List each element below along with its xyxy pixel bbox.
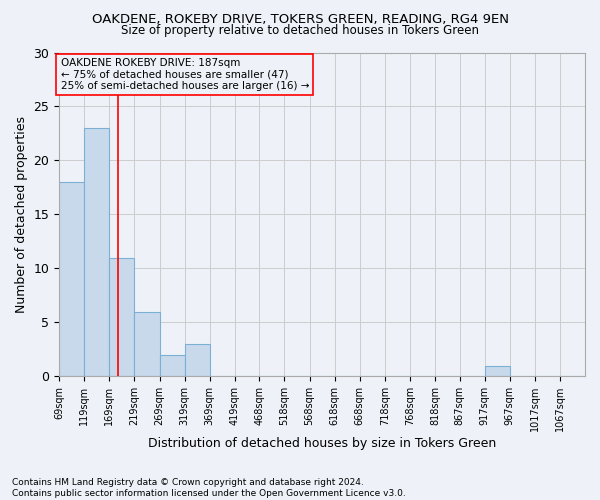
Bar — [84, 128, 109, 376]
Text: OAKDENE ROKEBY DRIVE: 187sqm
← 75% of detached houses are smaller (47)
25% of se: OAKDENE ROKEBY DRIVE: 187sqm ← 75% of de… — [61, 58, 309, 91]
Bar — [134, 312, 160, 376]
Bar — [109, 258, 134, 376]
X-axis label: Distribution of detached houses by size in Tokers Green: Distribution of detached houses by size … — [148, 437, 496, 450]
Bar — [59, 182, 84, 376]
Bar — [185, 344, 209, 376]
Bar — [160, 355, 185, 376]
Y-axis label: Number of detached properties: Number of detached properties — [15, 116, 28, 313]
Text: OAKDENE, ROKEBY DRIVE, TOKERS GREEN, READING, RG4 9EN: OAKDENE, ROKEBY DRIVE, TOKERS GREEN, REA… — [91, 12, 509, 26]
Text: Contains HM Land Registry data © Crown copyright and database right 2024.
Contai: Contains HM Land Registry data © Crown c… — [12, 478, 406, 498]
Bar — [485, 366, 510, 376]
Text: Size of property relative to detached houses in Tokers Green: Size of property relative to detached ho… — [121, 24, 479, 37]
